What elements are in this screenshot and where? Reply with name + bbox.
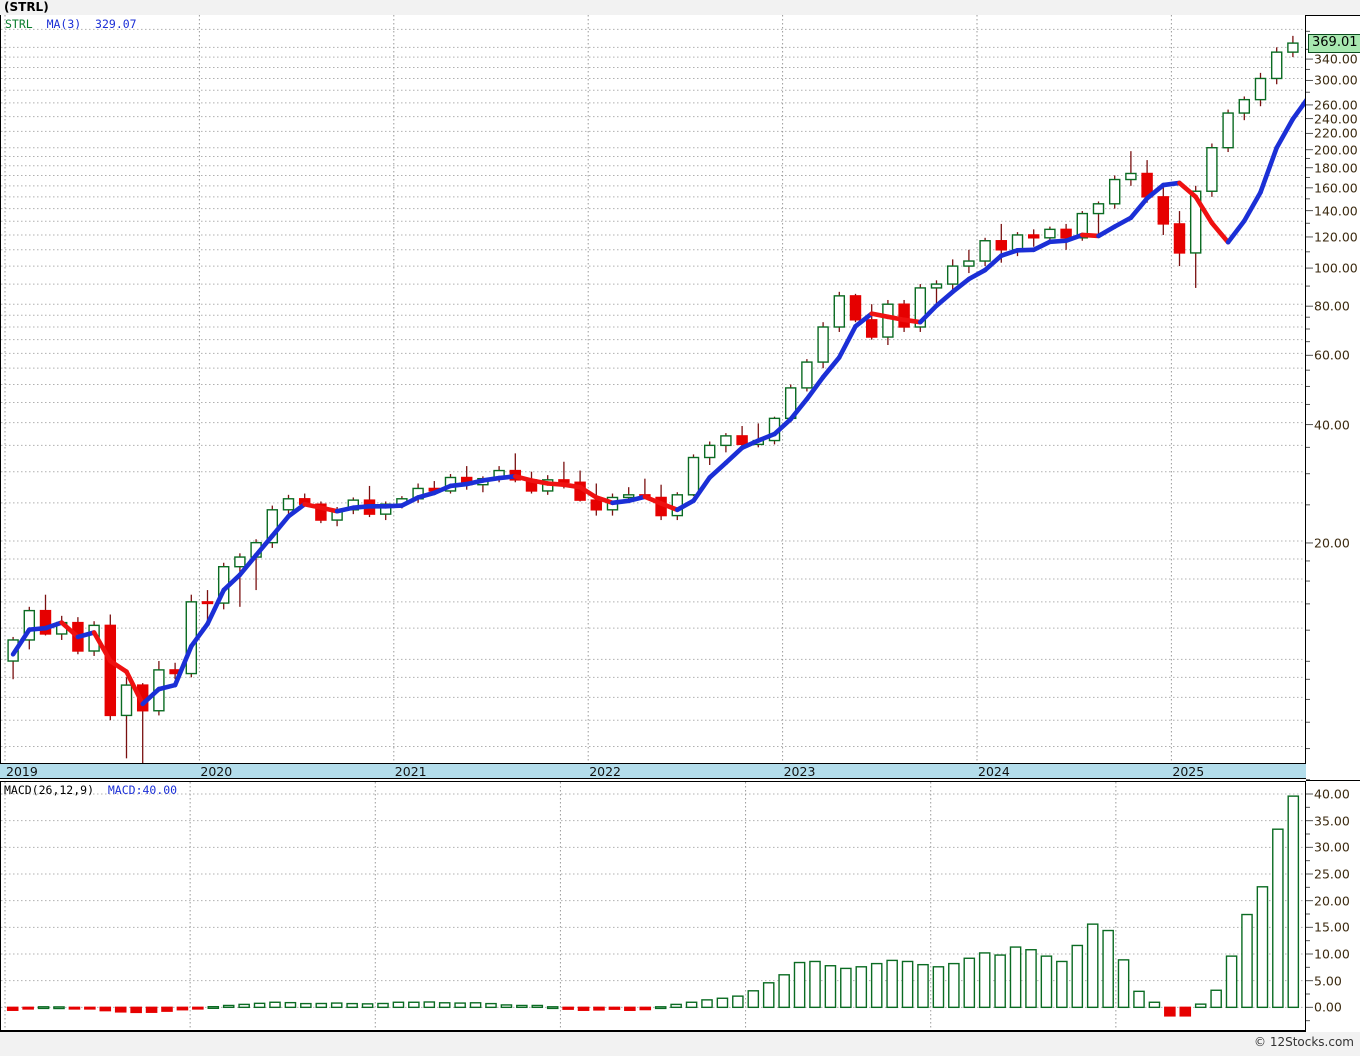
macd-legend-value: MACD:40.00 bbox=[107, 783, 178, 797]
price-y-axis: 340.00 300.00 260.00 240.00 220.00 200.00 180.… bbox=[1306, 15, 1360, 781]
copyright-text: © 12Stocks.com bbox=[1254, 1035, 1354, 1049]
price-axis-tick-label: 340.00 bbox=[1314, 51, 1358, 67]
price-axis-tick-label: 20.00 bbox=[1314, 535, 1350, 551]
macd-axis-tick-label: 0.00 bbox=[1314, 999, 1342, 1015]
price-axis-tick-label: 180.00 bbox=[1314, 160, 1358, 176]
macd-axis-tick-label: 35.00 bbox=[1314, 813, 1350, 829]
price-axis-tick-label: 200.00 bbox=[1314, 142, 1358, 158]
legend-indicator-value: 329.07 bbox=[95, 17, 137, 31]
price-axis-tick-label: 120.00 bbox=[1314, 229, 1358, 245]
price-x-axis-band: 2019 2020 2021 2022 2023 2024 2025 bbox=[0, 763, 1306, 779]
footer: © 12Stocks.com bbox=[0, 1032, 1360, 1056]
price-axis-tick-label: 60.00 bbox=[1314, 347, 1350, 363]
macd-chart-panel[interactable] bbox=[0, 781, 1306, 1031]
macd-axis-tick-label: 30.00 bbox=[1314, 839, 1350, 855]
macd-legend-name: MACD(26,12,9) bbox=[4, 783, 95, 797]
macd-axis-tick-label: 40.00 bbox=[1314, 786, 1350, 802]
price-axis-tick-label: 160.00 bbox=[1314, 180, 1358, 196]
price-axis-tick-label: 40.00 bbox=[1314, 417, 1350, 433]
price-x-tick-2023: 2023 bbox=[783, 764, 816, 779]
price-x-tick-2019: 2019 bbox=[6, 764, 38, 779]
price-axis-tick-label: 260.00 bbox=[1314, 97, 1358, 113]
macd-y-axis: 40.00 35.00 30.00 25.00 20.00 15.00 10.00 5.00 0… bbox=[1306, 781, 1360, 1031]
price-axis-ticks bbox=[1306, 30, 1313, 780]
price-axis-tick-label: 220.00 bbox=[1314, 125, 1358, 141]
last-price-tag: 369.01 bbox=[1308, 34, 1360, 54]
macd-axis-tick-label: 5.00 bbox=[1314, 973, 1342, 989]
price-x-tick-2021: 2021 bbox=[394, 764, 427, 779]
price-axis-tick-label: 140.00 bbox=[1314, 203, 1358, 219]
price-x-tick-2024: 2024 bbox=[978, 764, 1010, 779]
macd-axis-tick-label: 25.00 bbox=[1314, 866, 1350, 882]
price-x-tick-2020: 2020 bbox=[200, 764, 233, 779]
macd-axis-ticks bbox=[1306, 793, 1313, 1022]
macd-chart-svg bbox=[1, 782, 1305, 1030]
macd-axis-tick-label: 15.00 bbox=[1314, 919, 1350, 935]
price-axis-tick-label: 240.00 bbox=[1314, 111, 1358, 127]
price-legend: STRL MA(3) 329.07 bbox=[5, 17, 137, 31]
title-bar: (STRL) bbox=[0, 0, 1360, 16]
macd-axis-tick-label: 10.00 bbox=[1314, 946, 1350, 962]
price-axis-tick-label: 300.00 bbox=[1314, 72, 1358, 88]
price-axis-tick-label: 100.00 bbox=[1314, 260, 1358, 276]
price-chart-svg bbox=[1, 15, 1305, 777]
price-chart-panel[interactable] bbox=[0, 15, 1306, 779]
price-x-tick-2022: 2022 bbox=[589, 764, 621, 779]
legend-symbol: STRL bbox=[5, 17, 33, 31]
page-title: (STRL) bbox=[4, 0, 49, 14]
macd-legend: MACD(26,12,9) MACD:40.00 bbox=[4, 783, 177, 797]
legend-indicator: MA(3) bbox=[46, 17, 82, 31]
price-axis-tick-label: 80.00 bbox=[1314, 298, 1350, 314]
macd-axis-tick-label: 20.00 bbox=[1314, 893, 1350, 909]
price-x-tick-2025: 2025 bbox=[1172, 764, 1205, 779]
